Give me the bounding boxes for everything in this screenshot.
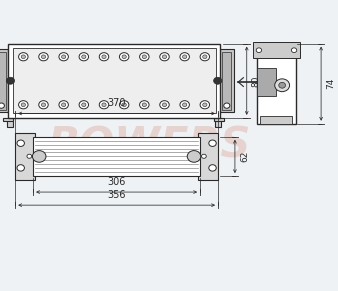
- Circle shape: [122, 103, 126, 107]
- Text: 62: 62: [240, 151, 249, 162]
- Circle shape: [122, 55, 126, 58]
- Circle shape: [140, 53, 149, 61]
- Circle shape: [183, 55, 187, 58]
- Circle shape: [203, 103, 207, 107]
- Circle shape: [142, 55, 146, 58]
- Circle shape: [62, 103, 66, 107]
- Bar: [0, 52, 6, 110]
- Text: 74: 74: [326, 78, 335, 89]
- Circle shape: [41, 103, 46, 107]
- Circle shape: [17, 140, 24, 146]
- Circle shape: [203, 55, 207, 58]
- Bar: [8, 44, 220, 118]
- Circle shape: [279, 82, 286, 88]
- Circle shape: [275, 79, 290, 92]
- Circle shape: [19, 53, 28, 61]
- Circle shape: [99, 53, 109, 61]
- Circle shape: [27, 154, 32, 158]
- Circle shape: [256, 48, 262, 53]
- Circle shape: [162, 103, 167, 107]
- Text: 356: 356: [107, 191, 126, 200]
- Circle shape: [160, 53, 169, 61]
- Bar: [7, 118, 13, 127]
- Bar: [215, 118, 221, 127]
- Circle shape: [140, 101, 149, 109]
- Circle shape: [119, 101, 129, 109]
- Circle shape: [200, 53, 210, 61]
- Text: 306: 306: [107, 178, 126, 187]
- Circle shape: [32, 151, 46, 162]
- Bar: [15, 133, 35, 180]
- Circle shape: [17, 165, 24, 171]
- Circle shape: [82, 103, 86, 107]
- Circle shape: [119, 53, 129, 61]
- Circle shape: [209, 140, 216, 146]
- Circle shape: [291, 48, 297, 53]
- Bar: [0, 49, 8, 112]
- Circle shape: [102, 103, 106, 107]
- Circle shape: [180, 53, 189, 61]
- Circle shape: [224, 103, 230, 108]
- Text: BOWERS: BOWERS: [47, 125, 250, 166]
- Circle shape: [214, 77, 222, 84]
- Bar: [198, 133, 218, 180]
- Circle shape: [6, 77, 15, 84]
- Circle shape: [82, 55, 86, 58]
- Circle shape: [62, 55, 66, 58]
- Bar: [220, 49, 234, 112]
- Bar: [257, 44, 296, 124]
- Bar: [253, 42, 300, 58]
- Bar: [3, 118, 13, 121]
- Circle shape: [21, 55, 25, 58]
- Text: 370: 370: [107, 98, 126, 108]
- Bar: [33, 137, 200, 176]
- Circle shape: [142, 103, 146, 107]
- Circle shape: [19, 101, 28, 109]
- Bar: [13, 48, 216, 113]
- Bar: [214, 118, 224, 121]
- Circle shape: [180, 101, 189, 109]
- Circle shape: [160, 101, 169, 109]
- Circle shape: [79, 53, 89, 61]
- Circle shape: [59, 101, 68, 109]
- Circle shape: [99, 101, 109, 109]
- Circle shape: [0, 103, 4, 108]
- Bar: [260, 116, 292, 124]
- Circle shape: [39, 101, 48, 109]
- Text: 80: 80: [252, 75, 261, 86]
- Circle shape: [201, 154, 206, 158]
- Bar: [257, 68, 276, 96]
- Circle shape: [21, 103, 25, 107]
- Circle shape: [209, 165, 216, 171]
- Circle shape: [200, 101, 210, 109]
- Circle shape: [39, 53, 48, 61]
- Circle shape: [102, 55, 106, 58]
- Circle shape: [41, 55, 46, 58]
- Circle shape: [79, 101, 89, 109]
- Circle shape: [162, 55, 167, 58]
- Circle shape: [59, 53, 68, 61]
- Bar: [222, 52, 231, 110]
- Circle shape: [183, 103, 187, 107]
- Circle shape: [187, 151, 201, 162]
